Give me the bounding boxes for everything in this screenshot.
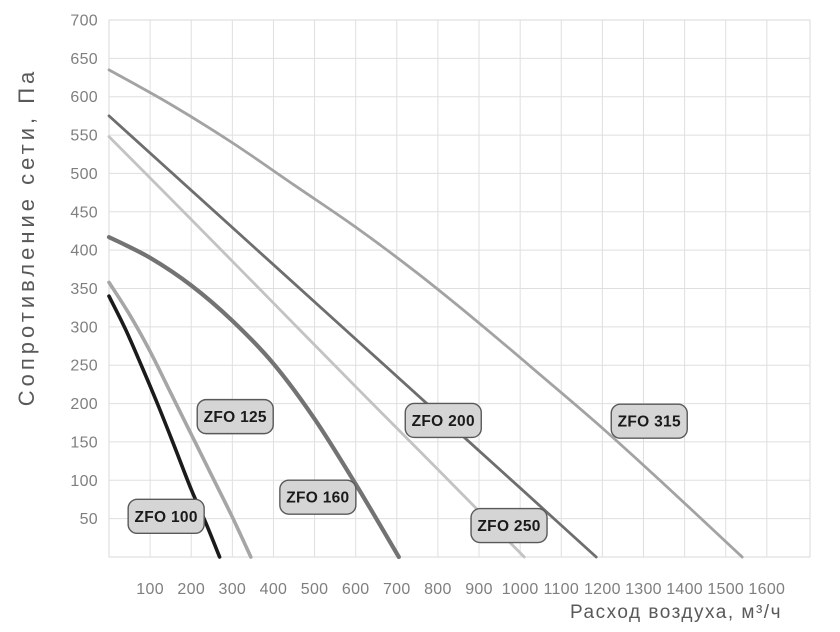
y-tick-label: 600 (70, 89, 98, 106)
x-tick-label: 1200 (584, 581, 621, 598)
y-tick-label: 450 (70, 204, 98, 221)
y-tick-label: 50 (80, 511, 98, 528)
y-tick-label: 150 (70, 434, 98, 451)
y-axis-title: Сопротивление сети, Па (14, 68, 39, 407)
series-label-zfo-125: ZFO 125 (196, 398, 274, 435)
x-tick-label: 900 (465, 581, 493, 598)
y-tick-label: 250 (70, 358, 98, 375)
series-label-zfo-100: ZFO 100 (127, 498, 205, 535)
x-tick-label: 1000 (502, 581, 539, 598)
curve-zfo-125 (107, 280, 253, 559)
series-label-box (127, 498, 205, 535)
y-tick-label: 350 (70, 281, 98, 298)
x-tick-label: 700 (383, 581, 411, 598)
y-tick-label: 200 (70, 396, 98, 413)
x-tick-label: 300 (219, 581, 247, 598)
series-label-box (470, 507, 548, 544)
x-tick-label: 800 (424, 581, 452, 598)
curve-zfo-315 (107, 68, 744, 559)
series-label-name: ZFO 100 (135, 509, 198, 526)
series-label-name: ZFO 200 (412, 413, 475, 430)
x-tick-label: 400 (260, 581, 288, 598)
series-label-box (404, 402, 482, 439)
series-label-name: ZFO 250 (477, 518, 540, 535)
series-label-box (196, 398, 274, 435)
y-tick-label: 700 (70, 13, 98, 30)
x-tick-label: 500 (301, 581, 329, 598)
series-label-zfo-315: ZFO 315 (610, 403, 688, 439)
plot-border (108, 19, 811, 558)
axis-tick-labels: 100 200 300 400 500 600 700 800 900 1000 1100 1200 1… (70, 13, 785, 599)
y-tick-label: 300 (70, 319, 98, 336)
series-label-name: ZFO 160 (286, 490, 349, 507)
series-label-box (610, 403, 688, 439)
y-tick-label: 400 (70, 243, 98, 260)
x-tick-label: 1400 (666, 581, 703, 598)
series-label-zfo-250: ZFO 250 (470, 507, 548, 544)
series-label-zfo-200: ZFO 200 (404, 402, 482, 439)
x-tick-label: 100 (136, 581, 164, 598)
x-tick-label: 1500 (707, 581, 744, 598)
y-tick-label: 550 (70, 128, 98, 145)
x-tick-label: 1600 (748, 581, 785, 598)
y-tick-label: 500 (70, 166, 98, 183)
x-tick-label: 600 (342, 581, 370, 598)
y-tick-label: 650 (70, 51, 98, 68)
x-tick-label: 1300 (625, 581, 662, 598)
curve-zfo-250 (107, 135, 526, 559)
series-label-name: ZFO 125 (204, 409, 267, 426)
x-tick-label: 200 (177, 581, 205, 598)
curve-zfo-160 (106, 235, 401, 560)
series-curves (106, 68, 744, 560)
x-axis-title: Расход воздуха, м³/ч (570, 602, 782, 623)
gridlines (108, 19, 811, 558)
x-tick-label: 1100 (543, 581, 579, 598)
series-label-box (279, 479, 357, 515)
curve-zfo-200 (107, 114, 598, 559)
series-label-zfo-160: ZFO 160 (279, 479, 357, 515)
series-labels: ZFO 100 ZFO 125 ZFO 160 ZFO 200 ZFO 250 ZFO 3… (127, 398, 688, 544)
y-tick-label: 100 (70, 473, 98, 490)
series-label-name: ZFO 315 (618, 414, 681, 431)
